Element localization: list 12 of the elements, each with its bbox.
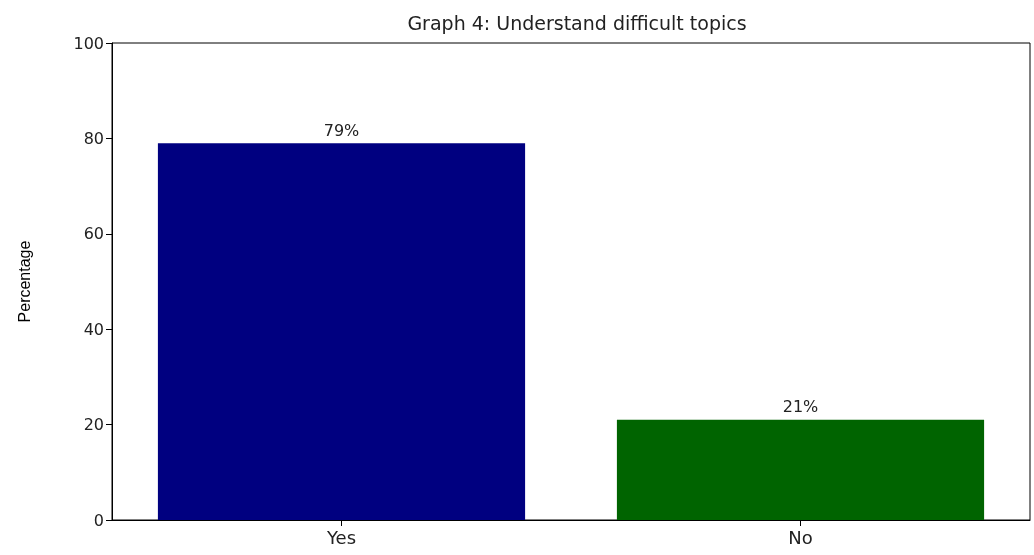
y-tick-label: 100 — [73, 33, 104, 53]
y-axis-title: Percentage — [15, 240, 33, 323]
y-tick-label: 0 — [93, 510, 104, 530]
x-tick-label: No — [788, 526, 813, 548]
data-label: 79% — [323, 120, 360, 140]
y-tick-label: 20 — [83, 415, 104, 435]
x-tick-label: Yes — [325, 526, 357, 548]
y-tick-label: 40 — [83, 319, 104, 339]
chart-title: Graph 4: Understand difficult topics — [407, 11, 747, 34]
y-tick-label: 80 — [83, 128, 104, 148]
y-tick-label: 60 — [83, 224, 104, 244]
data-label: 21% — [782, 397, 819, 417]
